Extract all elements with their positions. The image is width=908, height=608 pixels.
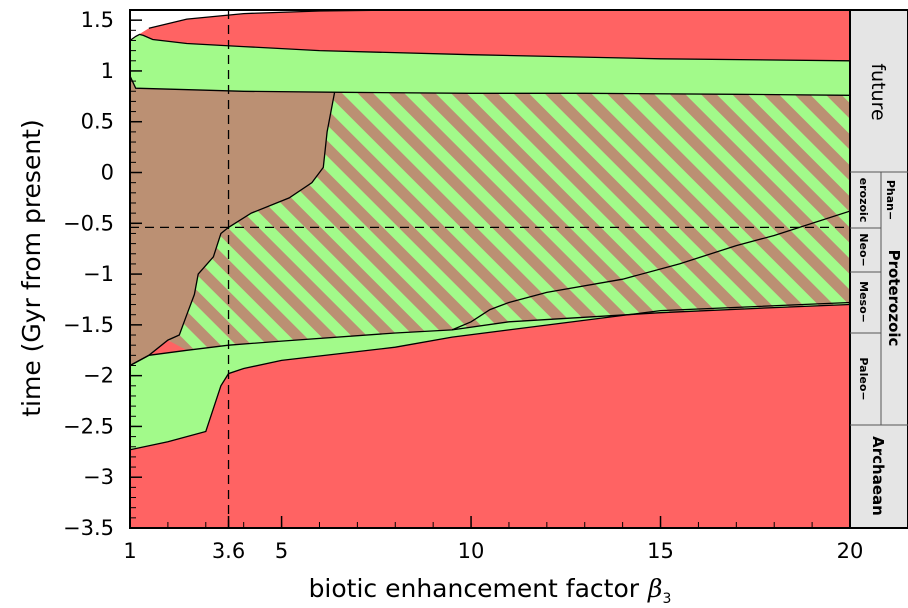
x-tick-label: 5 bbox=[275, 539, 288, 563]
boundary-line bbox=[130, 301, 850, 451]
y-axis-label: time (Gyr from present) bbox=[17, 119, 46, 417]
era-panel-background bbox=[849, 9, 908, 529]
x-tick-label: 20 bbox=[837, 539, 864, 563]
y-tick-label: −1.5 bbox=[63, 313, 114, 337]
x-axis-symbol: β bbox=[647, 574, 662, 603]
era-label-neoproterozoic: Neo− bbox=[857, 233, 870, 266]
y-tick-label: −1 bbox=[83, 262, 114, 286]
y-tick-label: −3.5 bbox=[63, 516, 114, 540]
x-tick-label: 3.6 bbox=[212, 539, 245, 563]
y-tick-label: 1 bbox=[101, 59, 114, 83]
y-tick-label: 0 bbox=[101, 161, 114, 185]
boundary-line bbox=[130, 33, 850, 62]
y-tick-label: 1.5 bbox=[81, 8, 114, 32]
region-brown-core bbox=[130, 76, 335, 366]
region-hatched bbox=[167, 92, 850, 351]
boundary-line bbox=[451, 210, 850, 331]
y-tick-label: −3 bbox=[83, 465, 114, 489]
boundaries bbox=[130, 10, 850, 451]
boundary-line bbox=[130, 75, 850, 96]
x-axis-label-text: biotic enhancement factor bbox=[309, 574, 640, 603]
region-lower-red bbox=[130, 302, 850, 528]
y-tick-label: −2.5 bbox=[63, 414, 114, 438]
x-tick-label: 1 bbox=[123, 539, 136, 563]
era-panel: future Phan− erozoic Neo− Meso− Paleo− P… bbox=[849, 9, 908, 529]
y-tick-label: 0.5 bbox=[81, 110, 114, 134]
tick-labels: 1 3.6 5 10 15 20 1.5 1 0.5 0 −0.5 −1 −1.5 −2 −2.5 −3 −3.… bbox=[63, 8, 863, 563]
y-tick-label: −0.5 bbox=[63, 211, 114, 235]
reference-lines bbox=[130, 10, 850, 528]
plot-area bbox=[130, 10, 850, 528]
era-label-phanerozoic: Phan− bbox=[884, 180, 897, 220]
boundary-line bbox=[130, 92, 336, 367]
x-tick-label: 10 bbox=[458, 539, 485, 563]
era-label-phanerozoic-cont: erozoic bbox=[857, 178, 870, 223]
x-axis-subscript: 3 bbox=[663, 591, 672, 607]
region-upper-green bbox=[130, 34, 850, 96]
era-label-future: future bbox=[867, 63, 889, 120]
boundary-line bbox=[130, 303, 850, 367]
era-label-paleoproterozoic: Paleo− bbox=[857, 357, 870, 400]
regions bbox=[130, 10, 850, 528]
x-tick-label: 15 bbox=[647, 539, 674, 563]
era-label-mesoproterozoic: Meso− bbox=[857, 281, 870, 323]
era-label-archaean: Archaean bbox=[869, 436, 887, 516]
era-label-proterozoic: Proterozoic bbox=[885, 250, 903, 347]
y-tick-label: −2 bbox=[83, 364, 114, 388]
x-axis-label: biotic enhancement factor β3 bbox=[309, 574, 672, 607]
